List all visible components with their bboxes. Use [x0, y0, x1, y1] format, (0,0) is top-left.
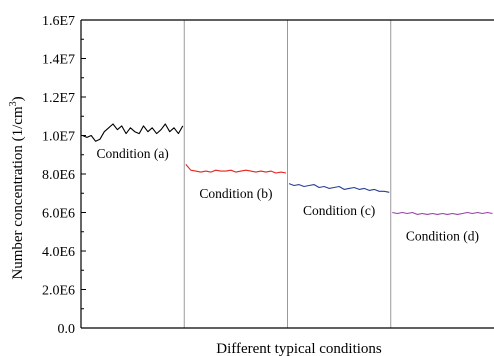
- y-tick-label: 6.0E6: [42, 207, 75, 222]
- x-axis-title: Different typical conditions: [216, 341, 382, 356]
- y-axis-title-main: Number concentration (1/cm: [10, 106, 26, 280]
- y-axis-title-superscript: 3: [8, 101, 19, 106]
- condition-label: Condition (a): [96, 146, 168, 161]
- condition-label: Condition (c): [303, 203, 375, 218]
- y-tick-label: 1.6E7: [42, 14, 75, 29]
- condition-separators: [183, 20, 392, 328]
- condition-labels: Condition (a) Condition (b) Condition (c) C…: [96, 146, 479, 243]
- y-tick-label: 8.0E6: [42, 168, 75, 183]
- y-tick-label: 1.4E7: [42, 53, 75, 68]
- condition-label: Condition (b): [199, 186, 272, 201]
- y-axis-title: Number concentration (1/cm3): [8, 96, 26, 279]
- series-line: [82, 123, 184, 142]
- series-line: [185, 164, 287, 174]
- y-tick-label: 0.0: [58, 322, 76, 337]
- y-tick-label: 2.0E6: [42, 284, 75, 299]
- condition-label: Condition (d): [406, 228, 479, 243]
- series-lines: [82, 123, 493, 215]
- y-axis-title-end: ): [10, 96, 26, 101]
- y-tick-label: 1.2E7: [42, 91, 75, 106]
- y-tick-label: 4.0E6: [42, 245, 75, 260]
- y-axis-ticks: 0.0 2.0E6 4.0E6 6.0E6 8.0E6 1.0E7 1.2E7 1.4E7 1.…: [42, 14, 86, 337]
- series-line: [392, 211, 493, 215]
- y-tick-label: 1.0E7: [42, 130, 75, 145]
- series-line: [288, 183, 390, 193]
